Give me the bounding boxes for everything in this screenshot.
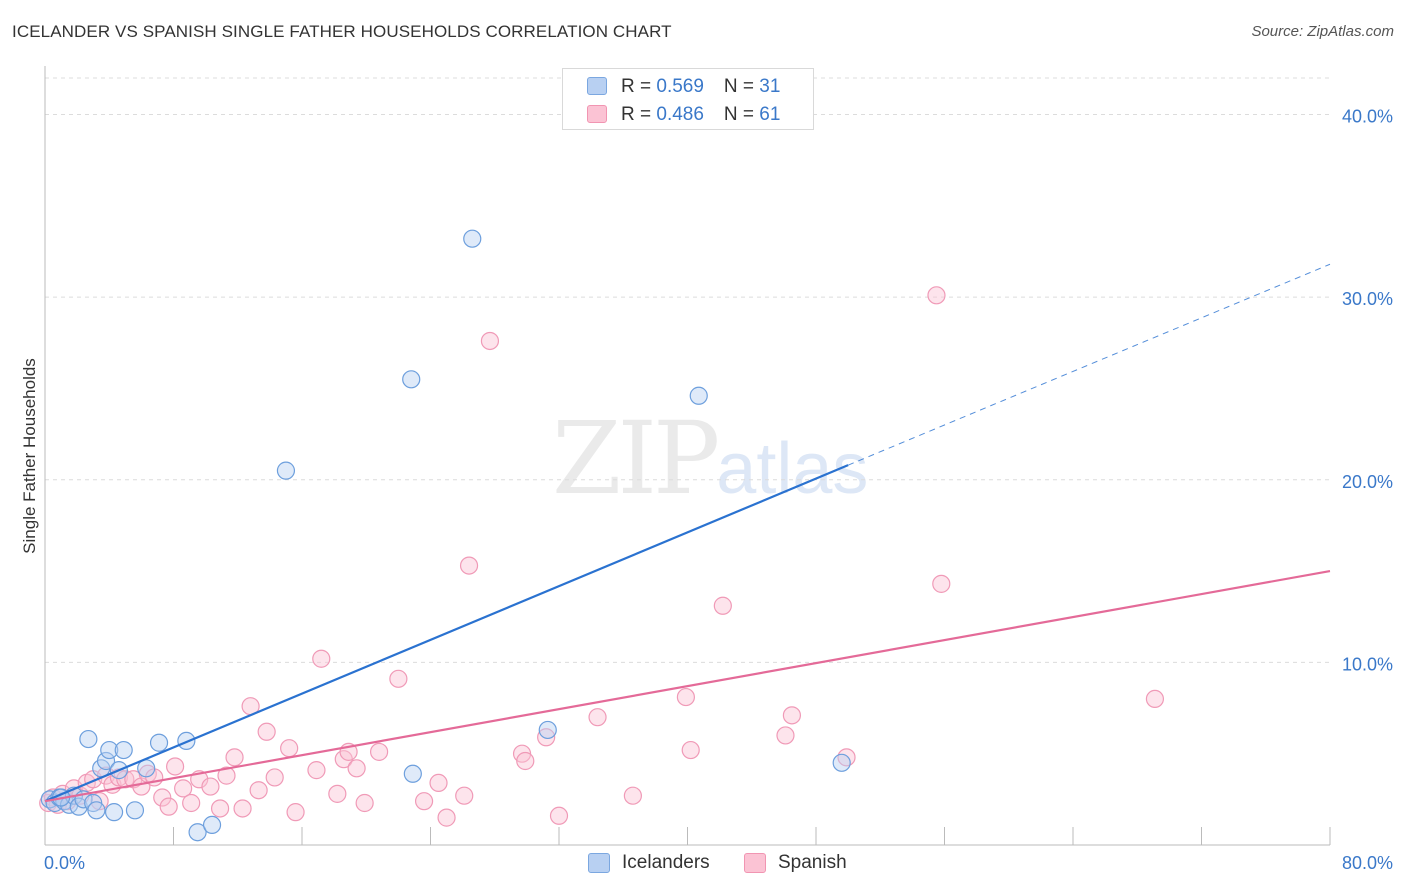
grid	[45, 77, 1330, 663]
spanish-point	[370, 742, 389, 761]
icelanders-point	[114, 740, 133, 760]
spanish-points	[39, 286, 1165, 827]
watermark: ZIPatlas	[552, 400, 868, 517]
stats-legend: R = 0.569 N = 31 R = 0.486 N = 61	[562, 68, 814, 130]
spanish-stats: R = 0.486 N = 61	[621, 104, 780, 126]
r-label: R =	[621, 104, 657, 125]
spanish-point	[286, 803, 305, 822]
watermark-zip: ZIP	[552, 400, 720, 517]
spanish-point	[217, 766, 236, 785]
spanish-point	[782, 706, 802, 725]
n-label: N =	[723, 76, 760, 97]
spanish-point	[623, 786, 642, 805]
spanish-point	[166, 757, 185, 776]
r-label: R =	[621, 76, 657, 97]
spanish-point	[389, 669, 408, 688]
icelanders-point	[149, 733, 169, 752]
axes	[44, 66, 1331, 846]
spanish-point	[455, 786, 474, 805]
spanish-point	[713, 596, 732, 615]
x-tick-label: 80.0%	[1342, 853, 1393, 873]
spanish-trendline	[44, 569, 1331, 803]
spanish-point	[225, 748, 244, 767]
y-tick-label: 30.0%	[1342, 289, 1393, 309]
icelanders-point	[202, 815, 222, 835]
icelanders-trendline-extension	[847, 263, 1331, 466]
spanish-point	[437, 808, 456, 827]
icelanders-point	[100, 740, 119, 760]
icelanders-swatch	[587, 77, 607, 95]
x-tick-label: 0.0%	[44, 853, 85, 873]
icelanders-point	[96, 751, 116, 771]
icelanders-point	[402, 370, 421, 389]
icelanders-point	[188, 823, 207, 842]
spanish-point	[201, 777, 220, 796]
source-label: Source: ZipAtlas.com	[1251, 23, 1394, 40]
spanish-point	[537, 728, 556, 747]
icelanders-point	[104, 803, 124, 822]
spanish-point	[932, 574, 951, 593]
spanish-point	[153, 788, 172, 807]
spanish-point	[307, 761, 326, 780]
y-tick-label: 40.0%	[1342, 107, 1393, 127]
spanish-swatch	[587, 105, 607, 123]
spanish-point	[681, 740, 700, 760]
spanish-point	[776, 726, 795, 745]
spanish-point	[159, 797, 178, 816]
spanish-point	[676, 687, 695, 707]
r-value-spanish: 0.486	[656, 104, 704, 125]
spanish-point	[429, 773, 448, 793]
icelanders-point	[689, 386, 708, 405]
spanish-point	[249, 781, 268, 800]
icelanders-point	[79, 729, 98, 749]
icelanders-stats: R = 0.569 N = 31	[621, 76, 780, 98]
icelanders-trendline	[44, 464, 849, 803]
y-tick-label: 20.0%	[1342, 472, 1393, 492]
spanish-point	[549, 806, 569, 825]
icelanders-legend-swatch	[588, 853, 610, 873]
spanish-point	[414, 792, 434, 811]
watermark-atlas: atlas	[716, 429, 869, 509]
icelanders-point	[832, 753, 851, 772]
spanish-point	[516, 751, 535, 771]
spanish-point	[210, 799, 230, 818]
tick-labels: 10.0% 20.0% 30.0% 40.0% 0.0% 80.0%	[44, 107, 1393, 873]
icelanders-point	[463, 229, 482, 248]
spanish-point	[837, 748, 856, 767]
spanish-point	[927, 286, 946, 305]
spanish-point	[174, 779, 193, 798]
spanish-point	[459, 556, 479, 575]
spanish-legend-swatch	[744, 853, 766, 873]
n-value-icelanders: 31	[759, 76, 781, 97]
icelanders-point	[87, 801, 106, 820]
spanish-point	[257, 722, 276, 741]
spanish-point	[1145, 689, 1165, 709]
icelanders-point	[403, 764, 422, 783]
n-label: N =	[723, 104, 760, 125]
spanish-point	[480, 331, 500, 351]
spanish-point	[265, 768, 284, 787]
icelanders-point	[125, 801, 145, 820]
spanish-point	[588, 708, 607, 727]
spanish-point	[312, 649, 331, 668]
n-value-spanish: 61	[759, 104, 781, 125]
r-value-icelanders: 0.569	[656, 76, 704, 97]
legend-label-icelanders: Icelanders	[622, 852, 710, 873]
icelanders-point	[538, 720, 557, 740]
y-tick-label: 10.0%	[1342, 654, 1393, 674]
spanish-point	[347, 759, 366, 778]
spanish-point	[280, 739, 299, 758]
spanish-point	[328, 784, 347, 803]
chart-title: ICELANDER VS SPANISH SINGLE FATHER HOUSE…	[12, 22, 672, 41]
trendlines	[44, 263, 1331, 803]
spanish-point	[233, 799, 252, 818]
icelanders-point	[276, 461, 296, 480]
spanish-point	[182, 793, 201, 813]
legend-label-spanish: Spanish	[778, 852, 847, 873]
spanish-point	[355, 793, 374, 813]
icelanders-points	[40, 229, 851, 842]
